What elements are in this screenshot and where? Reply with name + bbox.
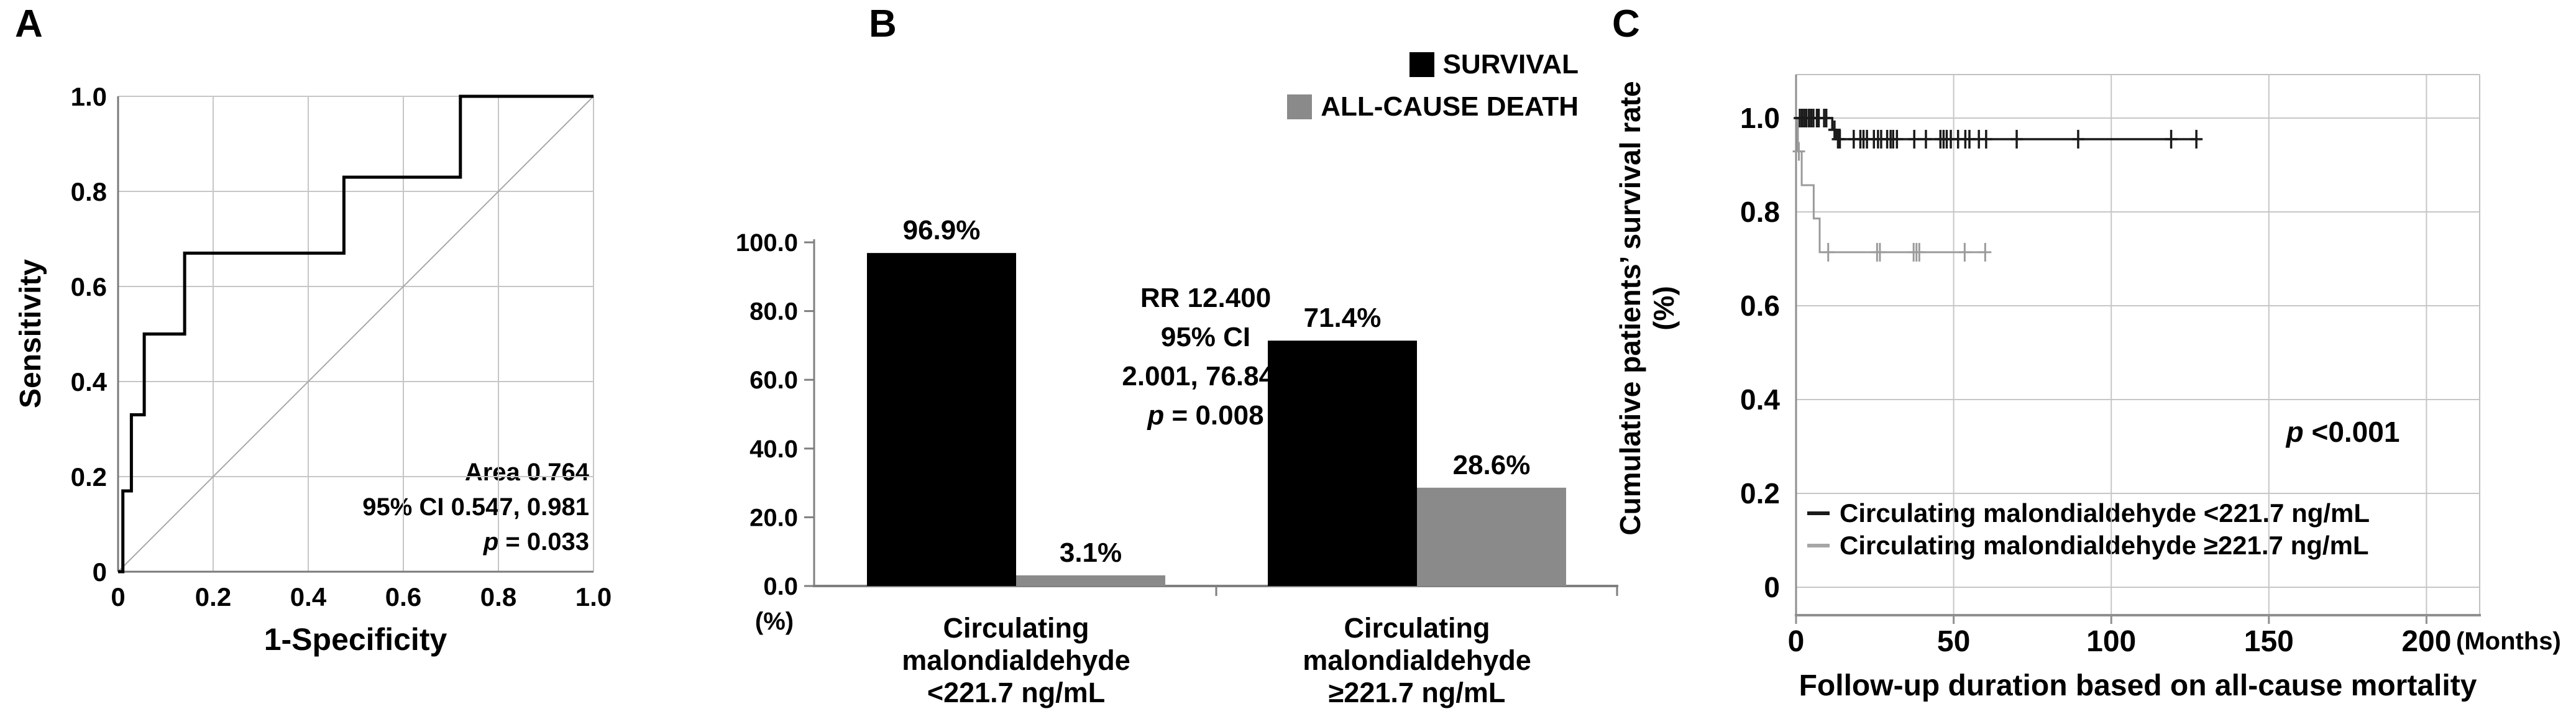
km-legend-item-low: Circulating malondialdehyde <221.7 ng/mL [1807, 497, 2370, 529]
bar-annotation-ci-title: 95% CI [1160, 322, 1251, 352]
roc-x-tick-label: 0.4 [290, 582, 327, 611]
bar-rect-survival [867, 253, 1016, 586]
bar-category-label-low: Circulating malondialdehyde <221.7 ng/mL [902, 612, 1130, 708]
roc-x-axis-title: 1-Specificity [264, 622, 447, 657]
km-legend: Circulating malondialdehyde <221.7 ng/mL… [1807, 497, 2370, 562]
bar-y-tick-label: 0.0 [763, 573, 798, 600]
km-y-tick-label: 0.6 [1740, 290, 1780, 322]
km-y-tick-label: 0 [1764, 571, 1780, 603]
roc-diagonal-reference-line [117, 96, 594, 572]
km-y-tick-label: 0.8 [1740, 196, 1780, 228]
bar-value-label-survival: 96.9% [903, 215, 981, 245]
bar-annotation-p-symbol: p [1147, 400, 1165, 431]
bar-y-tick-label: 60.0 [749, 367, 798, 394]
bar-annotation-p-value: = 0.008 [1164, 400, 1264, 431]
km-curve-high [1796, 117, 1987, 254]
km-low-legend-label: Circulating malondialdehyde <221.7 ng/mL [1840, 498, 2370, 528]
bar-rect-all-cause-death [1417, 487, 1566, 586]
km-high-legend-dash [1807, 544, 1830, 547]
panel-c-letter: C [1612, 2, 1640, 45]
km-x-tick-label: 0 [1788, 625, 1805, 658]
bar-annotation: RR 12.400 95% CI 2.001, 76.842 p = 0.008 [1019, 278, 1392, 435]
km-p-annotation: p <0.001 [2262, 415, 2424, 449]
roc-annotation-p: p = 0.033 [154, 524, 589, 559]
bar-y-tick-label: 100.0 [736, 229, 798, 257]
all-cause-death-legend-swatch [1287, 94, 1313, 119]
bar-legend: SURVIVAL ALL-CAUSE DEATH [1287, 51, 1579, 121]
bar-percent-axis-label: (%) [754, 608, 794, 635]
km-months-unit-label: (Months) [2456, 628, 2561, 655]
roc-annotation: Area 0.764 95% CI 0.547, 0.981 p = 0.033 [154, 455, 589, 559]
km-y-tick-label: 0.4 [1740, 383, 1780, 416]
roc-x-tick-label: 0.2 [195, 582, 231, 611]
bar-rect-all-cause-death [1016, 575, 1165, 586]
km-legend-item-high: Circulating malondialdehyde ≥221.7 ng/mL [1807, 529, 2370, 562]
roc-x-tick-label: 1.0 [575, 582, 612, 611]
bar-annotation-ci-range: 2.001, 76.842 [1122, 361, 1290, 391]
km-y-tick-label: 0.2 [1740, 477, 1780, 510]
roc-y-tick-label: 0.2 [71, 462, 107, 492]
roc-y-tick-label: 0.6 [71, 272, 107, 301]
km-x-tick-label: 200 [2401, 625, 2451, 658]
km-x-axis-title: Follow-up duration based on all-cause mo… [1799, 669, 2477, 702]
roc-annotation-ci: 95% CI 0.547, 0.981 [362, 493, 589, 521]
km-high-legend-label: Circulating malondialdehyde ≥221.7 ng/mL [1840, 531, 2369, 560]
bar-category-label-high: Circulating malondialdehyde ≥221.7 ng/mL [1303, 612, 1531, 708]
bar-y-tick-label: 40.0 [749, 436, 798, 463]
all-cause-death-legend-label: ALL-CAUSE DEATH [1321, 91, 1579, 122]
bar-annotation-rr: RR 12.400 [1140, 283, 1272, 313]
roc-x-tick-label: 0.6 [385, 582, 421, 611]
roc-annotation-p-value: = 0.033 [498, 528, 589, 556]
bar-rect-survival [1268, 341, 1417, 586]
roc-annotation-p-symbol: p [483, 528, 499, 556]
roc-y-tick-label: 1.0 [71, 82, 107, 111]
panel-a-letter: A [15, 2, 43, 45]
bar-annotation-p: p = 0.008 [1019, 396, 1392, 435]
roc-curve [118, 94, 594, 574]
roc-y-tick-label: 0 [93, 557, 107, 587]
panel-b-letter: B [869, 2, 897, 45]
km-p-value: <0.001 [2303, 416, 2400, 448]
km-x-tick-label: 50 [1937, 625, 1970, 658]
bar-legend-item-all-cause-death: ALL-CAUSE DEATH [1287, 93, 1579, 121]
bar-y-tick-label: 20.0 [749, 504, 798, 531]
km-y-tick-label: 1.0 [1740, 102, 1780, 134]
km-p-symbol: p [2286, 416, 2304, 448]
bar-legend-item-survival: SURVIVAL [1409, 51, 1579, 78]
bar-y-tick-label: 80.0 [749, 298, 798, 326]
roc-annotation-area: Area 0.764 [464, 459, 589, 486]
km-x-tick-label: 100 [2086, 625, 2136, 658]
roc-y-tick-label: 0.4 [71, 367, 108, 396]
km-x-tick-label: 150 [2244, 625, 2294, 658]
roc-y-tick-label: 0.8 [71, 177, 107, 206]
survival-legend-label: SURVIVAL [1442, 49, 1579, 80]
bar-value-label-all-cause-death: 3.1% [1060, 538, 1122, 568]
roc-x-tick-label: 0 [111, 582, 125, 611]
bar-value-label-all-cause-death: 28.6% [1453, 450, 1531, 480]
km-curve-low [1796, 117, 2197, 140]
roc-x-tick-label: 0.8 [480, 582, 516, 611]
km-low-legend-dash [1807, 511, 1830, 515]
survival-legend-swatch [1409, 52, 1434, 77]
bar-value-label-survival: 71.4% [1304, 303, 1382, 333]
